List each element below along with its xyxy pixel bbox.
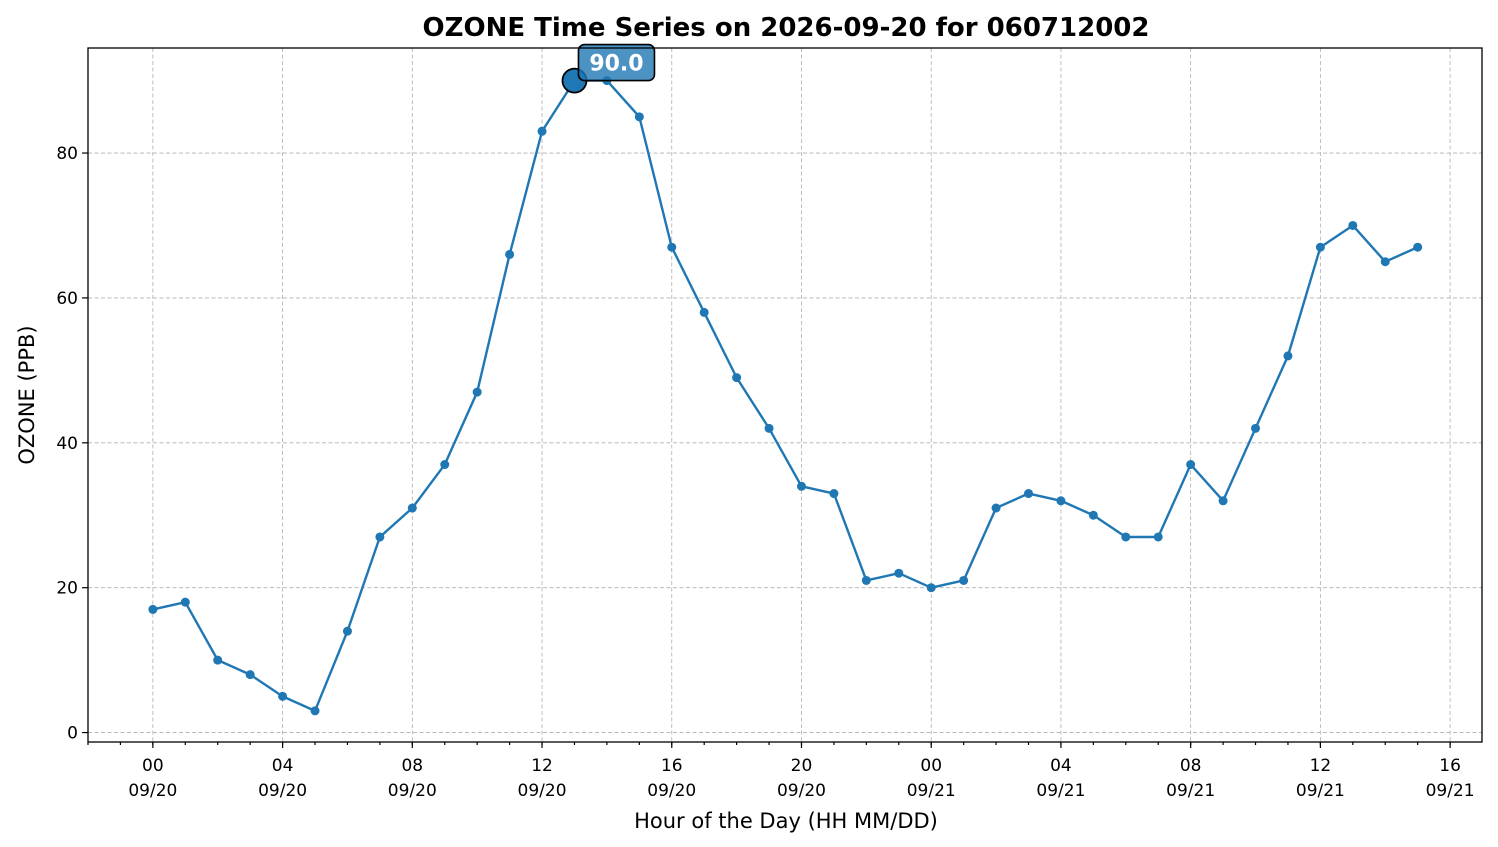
x-tick-hour-label: 16 (1439, 756, 1461, 776)
grid-lines (88, 48, 1482, 742)
data-point (926, 583, 936, 593)
x-tick-date-label: 09/20 (388, 781, 437, 801)
data-point (472, 387, 482, 397)
data-point (310, 706, 320, 716)
x-tick-hour-label: 00 (920, 756, 942, 776)
data-point (1218, 496, 1228, 506)
data-point (505, 249, 515, 259)
data-point (440, 460, 450, 470)
data-point (1056, 496, 1066, 506)
x-tick-date-label: 09/21 (1166, 781, 1215, 801)
data-point (245, 670, 255, 680)
data-point (1283, 351, 1293, 361)
data-point (894, 568, 904, 578)
data-point (699, 307, 709, 317)
data-point (1024, 489, 1034, 499)
x-tick-hour-label: 04 (1050, 756, 1072, 776)
y-tick-label: 40 (56, 434, 78, 454)
data-point (1380, 257, 1390, 267)
data-point (829, 489, 839, 499)
data-point (1121, 532, 1131, 542)
x-tick-date-label: 09/20 (258, 781, 307, 801)
y-tick-label: 80 (56, 144, 78, 164)
data-point (407, 503, 417, 513)
data-point (1153, 532, 1163, 542)
data-point (796, 481, 806, 491)
data-point (213, 655, 223, 665)
y-tick-label: 20 (56, 579, 78, 599)
y-axis-label: OZONE (PPB) (15, 325, 39, 464)
series-layer (148, 76, 1423, 716)
data-point (537, 126, 547, 136)
x-tick-date-label: 09/20 (128, 781, 177, 801)
x-tick-date-label: 09/21 (1036, 781, 1085, 801)
x-tick-hour-label: 08 (1180, 756, 1202, 776)
data-point (1088, 510, 1098, 520)
data-point (1251, 423, 1261, 433)
peak-value-label: 90.0 (589, 52, 643, 77)
x-tick-hour-label: 12 (1310, 756, 1332, 776)
data-point (634, 112, 644, 122)
chart-title: OZONE Time Series on 2026-09-20 for 0607… (423, 13, 1150, 43)
data-point (1186, 460, 1196, 470)
x-tick-date-label: 09/21 (907, 781, 956, 801)
data-point (861, 575, 871, 585)
plot-frame (87, 47, 1483, 743)
peak-highlight: 90.0 (561, 43, 656, 94)
y-axis-ticks: 0 20 40 60 80 (56, 144, 88, 744)
peak-label-box (577, 43, 656, 82)
x-axis-ticks: 00 09/20 04 09/20 08 09/20 12 09/20 16 09/20 20 09/… (87, 742, 1475, 801)
x-axis-label: Hour of the Day (HH MM/DD) (634, 809, 938, 833)
y-tick-label: 0 (67, 724, 78, 744)
data-point (278, 691, 288, 701)
data-point (1315, 242, 1325, 252)
x-tick-date-label: 09/20 (518, 781, 567, 801)
y-tick-label: 60 (56, 289, 78, 309)
data-point (991, 503, 1001, 513)
x-tick-hour-label: 16 (661, 756, 683, 776)
x-tick-date-label: 09/20 (647, 781, 696, 801)
x-tick-hour-label: 12 (531, 756, 553, 776)
x-tick-hour-label: 20 (791, 756, 813, 776)
x-tick-hour-label: 00 (142, 756, 164, 776)
data-point (1413, 242, 1423, 252)
x-tick-hour-label: 04 (272, 756, 294, 776)
x-tick-hour-label: 08 (401, 756, 423, 776)
data-point (148, 604, 158, 614)
x-tick-date-label: 09/21 (1426, 781, 1475, 801)
data-point (1348, 220, 1358, 230)
x-tick-date-label: 09/20 (777, 781, 826, 801)
data-point (375, 532, 385, 542)
series-line (152, 79, 1419, 713)
data-point (342, 626, 352, 636)
data-point (764, 423, 774, 433)
data-point (667, 242, 677, 252)
data-point (959, 575, 969, 585)
data-point (732, 373, 742, 383)
x-tick-date-label: 09/21 (1296, 781, 1345, 801)
data-point (180, 597, 190, 607)
